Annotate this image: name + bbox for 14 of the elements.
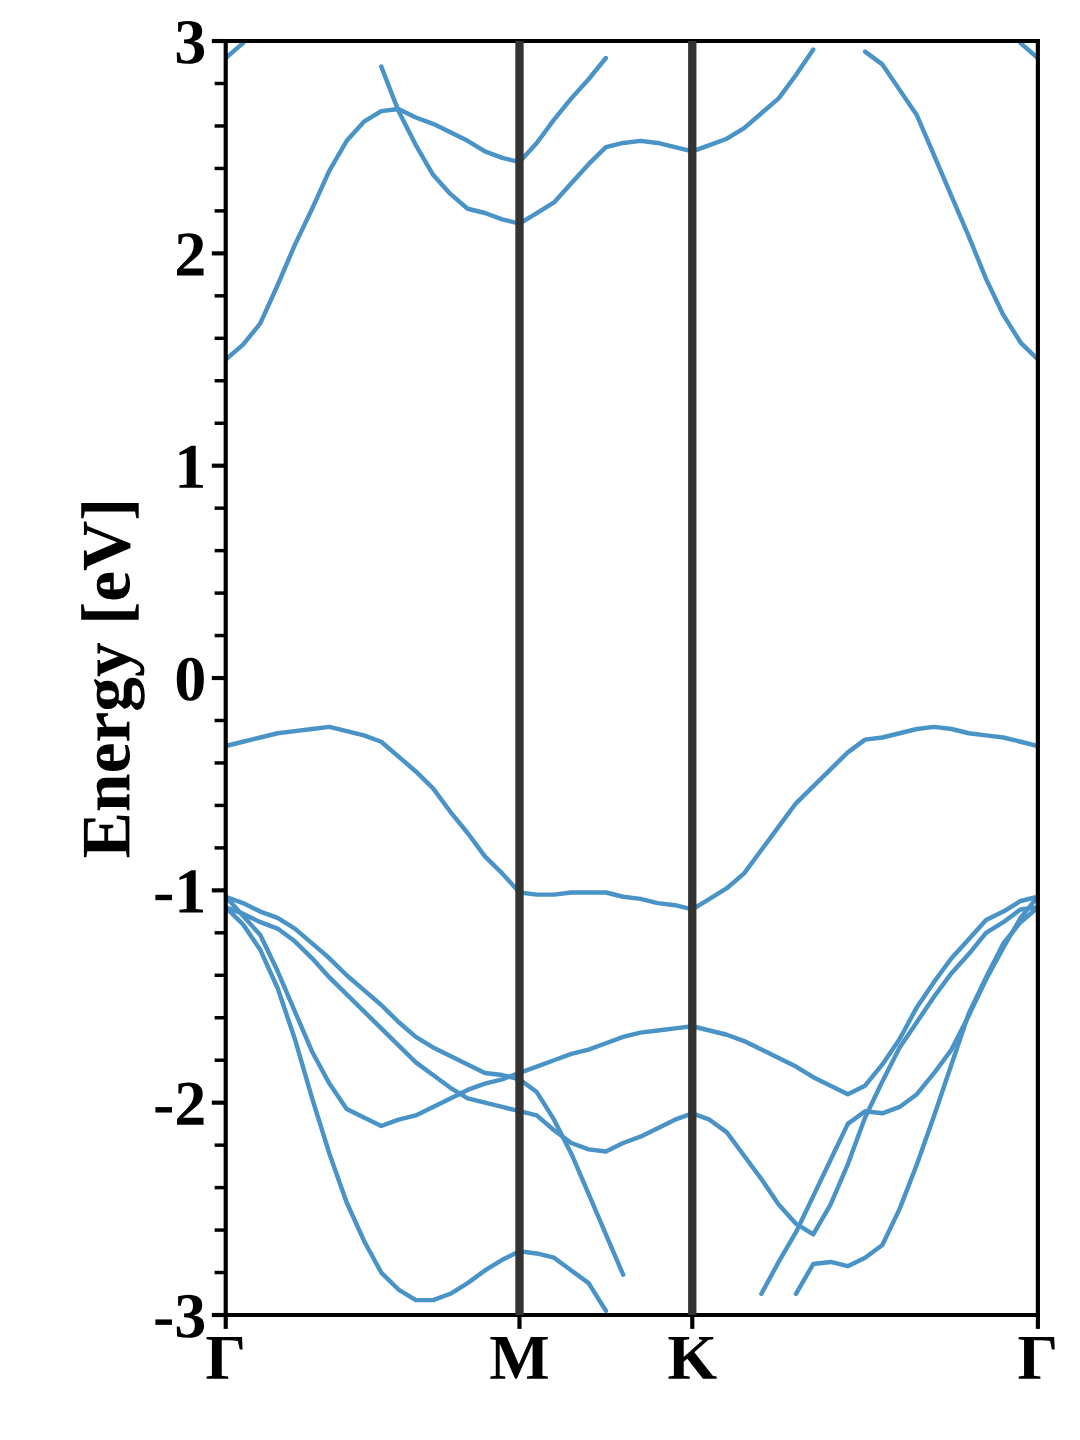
y-tick-label: 0: [176, 657, 204, 701]
y-tick-label: 2: [177, 233, 204, 276]
y-axis-title: Energy [eV]: [81, 502, 145, 858]
line-series: [225, 724, 1038, 912]
x-tick-label: K: [668, 1336, 717, 1379]
y-tick-label: -3: [155, 1294, 205, 1338]
x-tick-label: Γ: [1018, 1336, 1055, 1379]
line-series: [862, 49, 1038, 362]
y-tick-label: -2: [155, 1082, 204, 1125]
y-tick-label: 3: [176, 20, 205, 64]
y-tick-label: -1: [155, 870, 203, 913]
x-tick-label: M: [490, 1336, 548, 1379]
y-tick-label: 1: [179, 445, 203, 488]
x-tick-label: Γ: [206, 1336, 243, 1379]
